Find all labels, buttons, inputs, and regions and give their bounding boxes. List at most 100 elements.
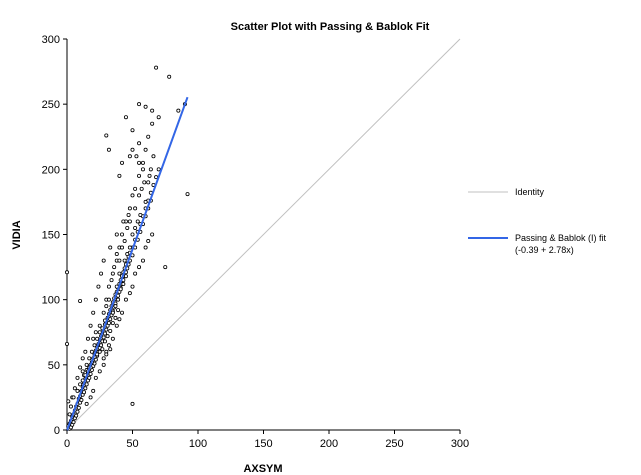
scatter-point (130, 193, 135, 198)
scatter-point (96, 284, 101, 289)
scatter-point (93, 375, 98, 380)
scatter-point (123, 297, 128, 302)
scatter-point (114, 252, 119, 257)
scatter-point (142, 180, 147, 185)
scatter-point (123, 115, 128, 120)
scatter-point (79, 398, 84, 403)
scatter-point (123, 274, 128, 279)
scatter-point (110, 336, 115, 341)
scatter-point (102, 339, 107, 344)
y-axis-title: VIDIA (11, 220, 23, 249)
scatter-point (82, 390, 87, 395)
scatter-point (67, 412, 72, 417)
scatter-point (83, 349, 88, 354)
scatter-point (185, 192, 190, 197)
scatter-point (137, 265, 142, 270)
x-tick-label: 200 (320, 438, 338, 450)
scatter-point (66, 399, 71, 404)
scatter-point (126, 212, 131, 217)
scatter-point (143, 199, 148, 204)
x-tick-label: 50 (126, 438, 138, 450)
scatter-point (74, 413, 79, 418)
scatter-point (137, 141, 142, 146)
scatter-point (130, 401, 135, 406)
scatter-point (147, 173, 152, 178)
scatter-point (84, 382, 89, 387)
scatter-point (150, 121, 155, 126)
scatter-point (137, 193, 142, 198)
scatter-point (106, 321, 111, 326)
scatter-point (101, 335, 106, 340)
scatter-point (91, 388, 96, 393)
scatter-point (110, 271, 115, 276)
scatter-point (101, 362, 106, 367)
identity-line-group (66, 38, 461, 431)
scatter-point (133, 271, 138, 276)
scatter-point (97, 323, 102, 328)
scatter-point (101, 258, 106, 263)
y-axis-ticks: 0 50 100 150 200 250 300 (42, 34, 67, 437)
scatter-point (101, 310, 106, 315)
y-tick-label: 250 (42, 99, 60, 111)
scatter-point (127, 245, 132, 250)
scatter-point (108, 347, 113, 352)
passing-bablok-fit-line (66, 96, 189, 431)
scatter-point (156, 115, 161, 120)
x-tick-label: 100 (189, 438, 207, 450)
scatter-point (139, 186, 144, 191)
scatter-point (105, 334, 110, 339)
scatter-point (120, 232, 125, 237)
scatter-point (117, 173, 122, 178)
y-tick-label: 300 (42, 34, 60, 46)
identity-line (66, 38, 461, 431)
x-axis-title: AXSYM (243, 463, 282, 475)
scatter-point (71, 420, 76, 425)
scatter-point (140, 160, 145, 165)
scatter-point (137, 102, 142, 107)
scatter-point (146, 134, 151, 139)
scatter-point (91, 310, 96, 315)
scatter-point (122, 239, 127, 244)
scatter-point (108, 317, 113, 322)
scatter-point (84, 401, 89, 406)
scatter-point (113, 304, 118, 309)
scatter-point (92, 343, 97, 348)
scatter-point (83, 386, 88, 391)
scatter-point (133, 225, 138, 230)
scatter-point (114, 323, 119, 328)
scatter-point (104, 133, 109, 138)
scatter-point (95, 336, 100, 341)
scatter-point (130, 284, 135, 289)
scatter-point (125, 252, 130, 257)
scatter-point (75, 409, 80, 414)
scatter-point (117, 258, 122, 263)
legend-fit-equation: (-0.39 + 2.78x) (515, 245, 574, 255)
scatter-point (97, 369, 102, 374)
scatter-point (99, 271, 104, 276)
scatter-point (106, 297, 111, 302)
scatter-point (117, 317, 122, 322)
scatter-point (127, 154, 132, 159)
scatter-point (93, 297, 98, 302)
x-axis-ticks: 0 50 100 150 200 250 300 (64, 430, 469, 450)
scatter-point (88, 371, 93, 376)
scatter-point (154, 65, 159, 70)
scatter-point (108, 245, 113, 250)
scatter-point (91, 336, 96, 341)
scatter-point (127, 291, 132, 296)
legend-identity-label: Identity (515, 187, 545, 197)
scatter-point (150, 232, 155, 237)
scatter-point (88, 323, 93, 328)
scatter-point (138, 212, 143, 217)
scatter-point (109, 278, 114, 283)
scatter-point (120, 310, 125, 315)
scatter-point (163, 265, 168, 270)
y-tick-label: 0 (54, 425, 60, 437)
scatter-point (150, 108, 155, 113)
scatter-point (133, 186, 138, 191)
scatter-point (135, 219, 140, 224)
scatter-point (78, 365, 83, 370)
scatter-point (116, 308, 121, 313)
scatter-point (84, 362, 89, 367)
y-tick-label: 50 (48, 360, 60, 372)
